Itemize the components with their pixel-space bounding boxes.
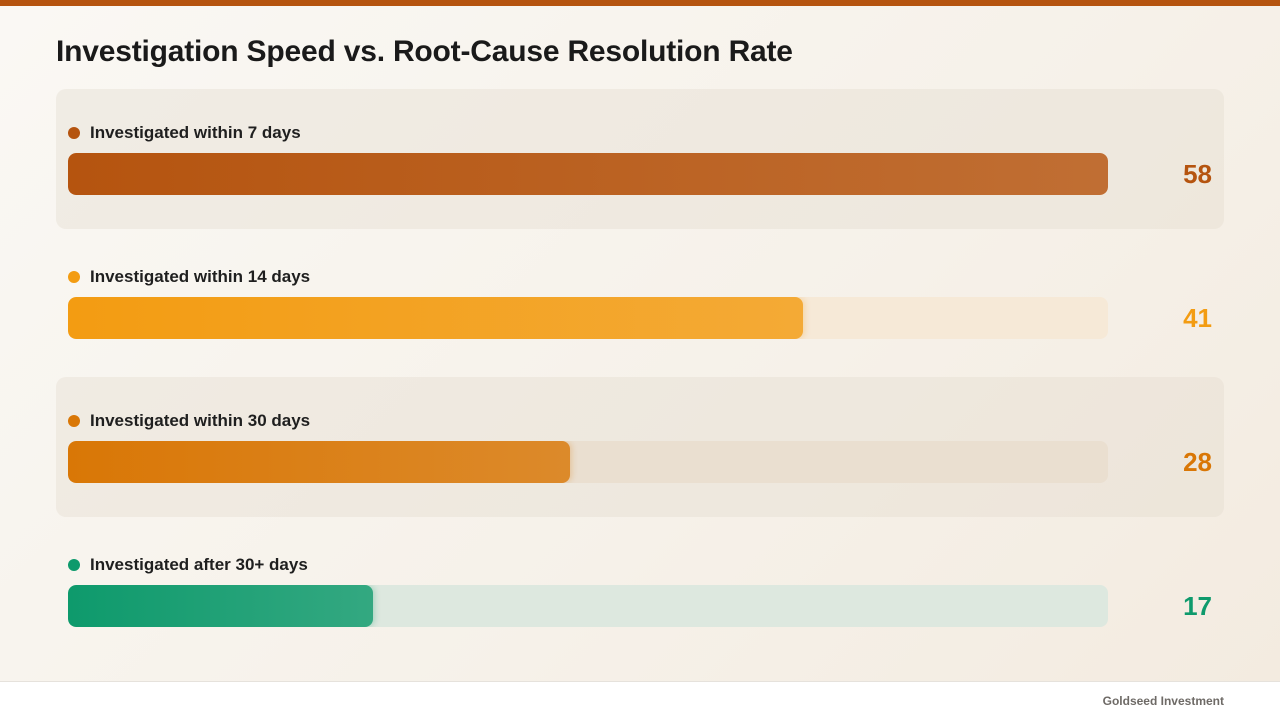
bar-track	[68, 441, 1108, 483]
legend-dot	[68, 127, 80, 139]
bar-track	[68, 153, 1108, 195]
legend-dot	[68, 559, 80, 571]
bar-chart: Investigated within 7 days 58 Investigated…	[56, 89, 1224, 665]
legend-dot	[68, 415, 80, 427]
bar-value-label: 28	[1183, 447, 1212, 477]
bar-label-line: Investigated within 14 days	[68, 267, 310, 287]
bar-value-label: 17	[1183, 591, 1212, 621]
bar-label-line: Investigated after 30+ days	[68, 555, 308, 575]
category-label: Investigated within 7 days	[90, 123, 301, 142]
chart-title: Investigation Speed vs. Root-Cause Resol…	[56, 35, 793, 68]
bar-label-line: Investigated within 7 days	[68, 123, 301, 143]
slide: Investigation Speed vs. Root-Cause Resol…	[0, 6, 1280, 681]
category-label: Investigated within 14 days	[90, 267, 311, 286]
bar	[68, 441, 570, 483]
bar-value-label: 41	[1183, 303, 1212, 333]
bar	[68, 297, 803, 339]
bar-row: Investigated within 7 days 58	[56, 89, 1224, 229]
footer: Goldseed Investment	[0, 681, 1280, 721]
bar	[68, 153, 1108, 195]
bar-row: Investigated within 30 days 28	[56, 377, 1224, 517]
bar	[68, 585, 373, 627]
category-label: Investigated after 30+ days	[90, 555, 308, 574]
bar-track	[68, 585, 1108, 627]
category-label: Investigated within 30 days	[90, 411, 311, 430]
brand-name: Goldseed Investment	[1102, 694, 1224, 708]
bar-value-label: 58	[1183, 159, 1212, 189]
bar-row: Investigated after 30+ days 17	[56, 521, 1224, 661]
top-accent-bar	[0, 0, 1280, 6]
bar-row: Investigated within 14 days 41	[56, 233, 1224, 373]
bar-track	[68, 297, 1108, 339]
bar-label-line: Investigated within 30 days	[68, 411, 310, 431]
legend-dot	[68, 271, 80, 283]
